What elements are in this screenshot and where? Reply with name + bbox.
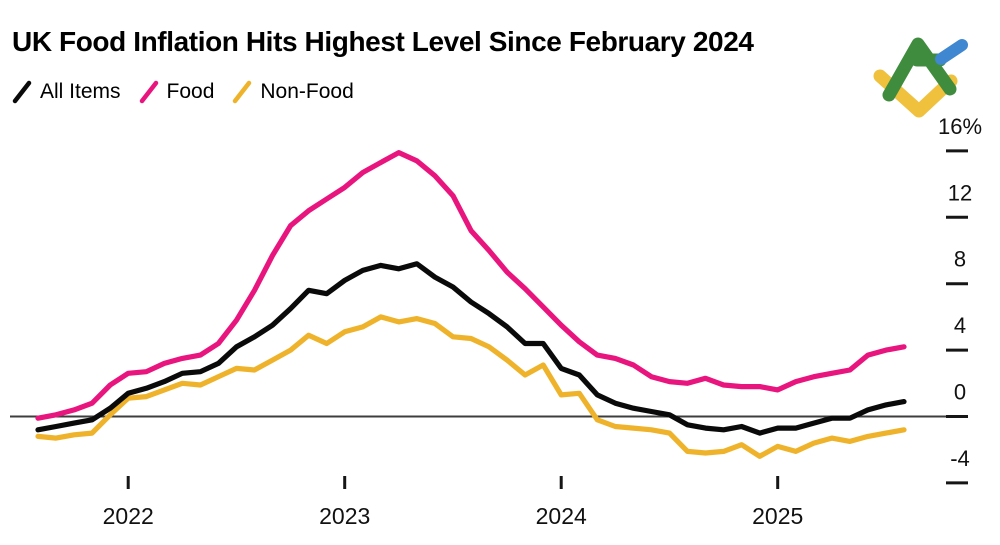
series-line-food (35, 150, 907, 421)
y-axis-tick-label: 16% (938, 114, 982, 139)
legend-label: Food (166, 80, 215, 103)
x-axis-tick-label: 2022 (103, 503, 154, 529)
x-axis-tick-label: 2023 (319, 503, 370, 529)
series-line-all-items (35, 261, 907, 436)
series-line-non-food (35, 314, 907, 459)
x-axis-tick-label: 2024 (536, 503, 587, 529)
x-axis-tick-label: 2025 (752, 503, 803, 529)
legend-item-all-items: All Items (12, 80, 121, 104)
food-slash-icon (139, 80, 158, 104)
legend-item-food: Food (139, 80, 215, 104)
logo-blue-tip (935, 39, 968, 65)
chart-legend: All Items Food Non-Food (12, 80, 354, 104)
legend-item-non-food: Non-Food (232, 80, 354, 104)
non-food-slash-icon (233, 80, 252, 104)
y-axis-tick-label: 4 (954, 313, 966, 338)
y-axis-tick-label: -4 (950, 446, 970, 471)
y-axis-tick-label: 8 (954, 247, 966, 272)
legend-label: Non-Food (260, 80, 354, 103)
legend-label: All Items (40, 80, 121, 103)
y-axis-tick-label: 12 (948, 180, 972, 205)
y-axis-tick-label: 0 (954, 380, 966, 405)
logo-green-peak (882, 37, 957, 102)
litefinance-logo (873, 37, 968, 118)
chart-title: UK Food Inflation Hits Highest Level Sin… (12, 26, 754, 57)
all-items-slash-icon (12, 80, 32, 104)
